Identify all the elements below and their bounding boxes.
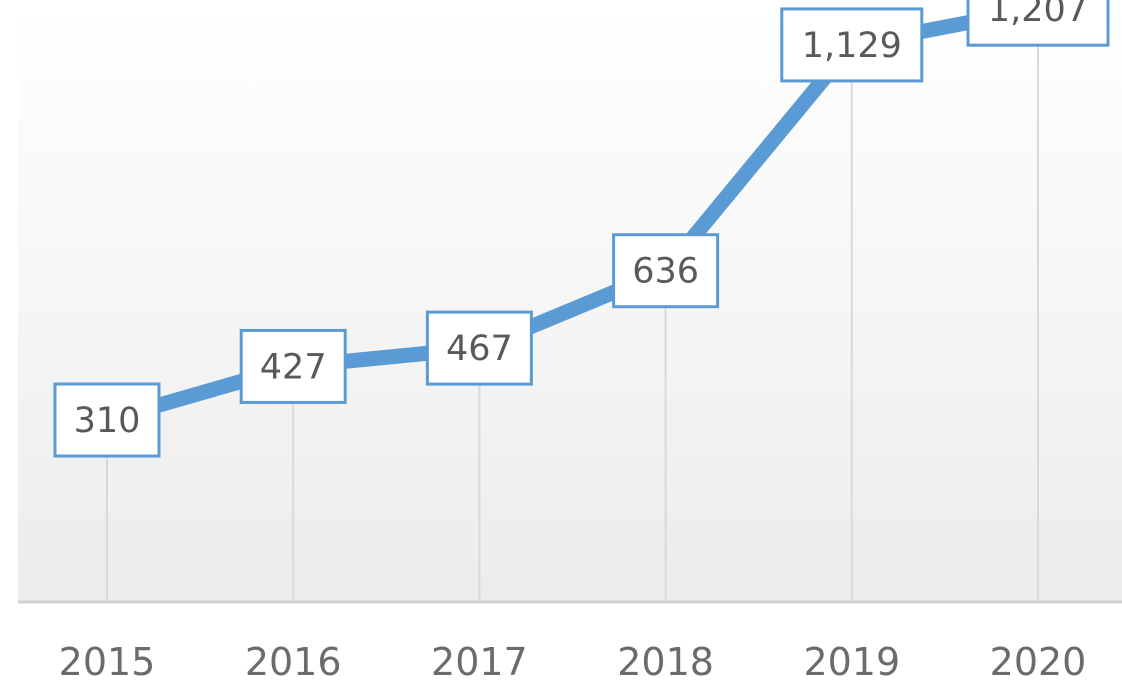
x-tick-labels: 2015 2016 2017 2018 2019 2020	[59, 640, 1087, 683]
data-label-box	[239, 328, 347, 404]
data-label-2017: 467	[425, 310, 533, 386]
data-label-box	[966, 0, 1110, 47]
data-label-text: 467	[446, 329, 513, 369]
data-label-text: 310	[74, 401, 141, 441]
data-label-text: 1,207	[988, 0, 1088, 30]
data-label-text: 427	[260, 347, 327, 387]
x-tick-label-2020: 2020	[990, 640, 1087, 683]
data-label-text: 1,129	[802, 26, 902, 66]
data-label-2019: 1,129	[780, 7, 924, 83]
data-label-box	[612, 233, 720, 309]
x-tick-label-2017: 2017	[431, 640, 528, 683]
x-tick-label-2019: 2019	[803, 640, 900, 683]
data-labels: 310 427 467 636 1,129 1,207	[53, 0, 1110, 458]
x-tick-label-2016: 2016	[245, 640, 342, 683]
data-label-box	[425, 310, 533, 386]
data-label-box	[780, 7, 924, 83]
data-label-2016: 427	[239, 328, 347, 404]
data-label-2020: 1,207	[966, 0, 1110, 47]
gridlines	[106, 9, 1039, 602]
data-label-2018: 636	[612, 233, 720, 309]
data-label-box	[53, 382, 161, 458]
data-label-text: 636	[632, 252, 699, 292]
data-label-2015: 310	[53, 382, 161, 458]
x-tick-label-2015: 2015	[59, 640, 156, 683]
x-tick-label-2018: 2018	[617, 640, 714, 683]
